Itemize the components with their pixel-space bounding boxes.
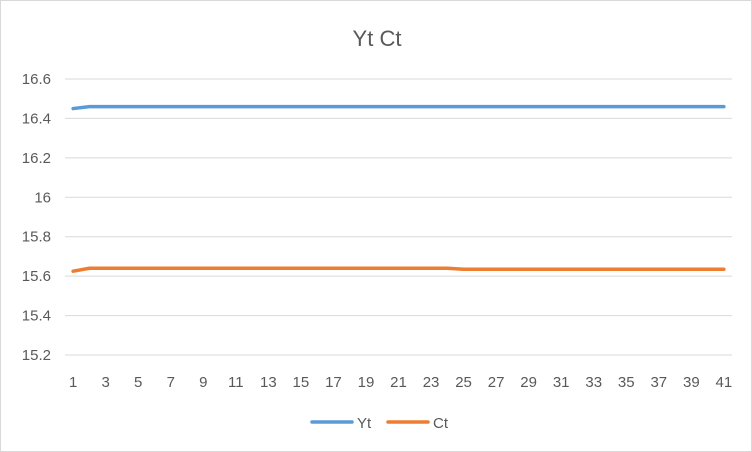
x-tick-label: 3	[101, 374, 109, 391]
x-tick-label: 35	[618, 374, 635, 391]
x-tick-label: 15	[293, 374, 310, 391]
x-tick-label: 23	[423, 374, 440, 391]
x-tick-label: 17	[325, 374, 342, 391]
series-line-ct	[71, 266, 726, 273]
x-tick-label: 39	[683, 374, 700, 391]
chart-title: Yt Ct	[353, 26, 402, 51]
y-axis-ticks: 15.2 15.4 15.6 15.8 16 16.2 16.4 16.6	[22, 71, 51, 364]
legend-label-yt: Yt	[357, 415, 372, 432]
x-tick-label: 27	[488, 374, 505, 391]
x-tick-label: 31	[553, 374, 570, 391]
x-tick-label: 13	[260, 374, 277, 391]
x-tick-label: 19	[358, 374, 375, 391]
x-tick-label: 25	[455, 374, 472, 391]
x-tick-label: 9	[199, 374, 207, 391]
gridlines	[65, 78, 732, 356]
legend: Yt Ct	[310, 415, 449, 432]
x-tick-label: 33	[585, 374, 602, 391]
series-line-yt	[71, 104, 726, 111]
y-tick-label: 15.8	[22, 229, 51, 246]
y-tick-label: 16.4	[22, 110, 51, 127]
x-tick-label: 1	[69, 374, 77, 391]
y-tick-label: 15.2	[22, 347, 51, 364]
series-lines	[71, 104, 726, 273]
x-axis-ticks: 1 3 5 7 9 11 13 15 17 19 21 23 25 27 29 31 33 35 37 39 41	[69, 374, 732, 391]
y-tick-label: 15.6	[22, 268, 51, 285]
y-tick-label: 16.2	[22, 150, 51, 167]
x-tick-label: 7	[167, 374, 175, 391]
x-tick-label: 11	[228, 374, 244, 391]
x-tick-label: 29	[520, 374, 537, 391]
y-tick-label: 16.6	[22, 71, 51, 88]
x-tick-label: 21	[390, 374, 407, 391]
y-tick-label: 16	[34, 189, 51, 206]
legend-label-ct: Ct	[433, 415, 449, 432]
x-tick-label: 41	[716, 374, 733, 391]
y-tick-label: 15.4	[22, 308, 51, 325]
x-tick-label: 5	[134, 374, 142, 391]
x-tick-label: 37	[650, 374, 667, 391]
